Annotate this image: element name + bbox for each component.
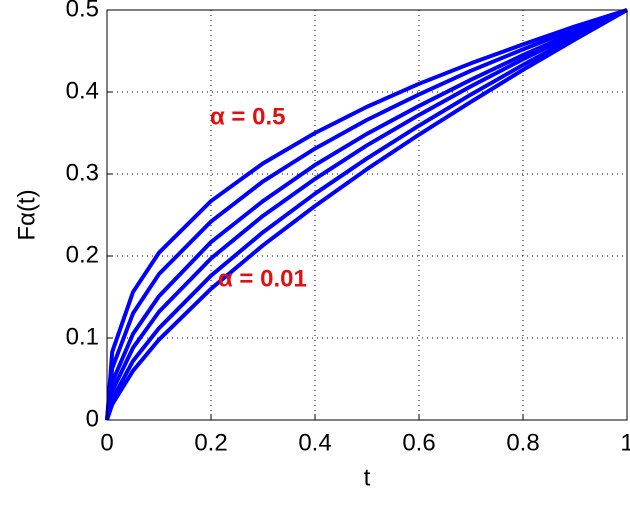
- x-tick-label: 0.6: [402, 429, 435, 456]
- y-tick-label: 0.2: [66, 241, 99, 268]
- plot-area: [107, 10, 627, 420]
- x-axis-label: t: [364, 464, 371, 491]
- line-series: [105, 8, 628, 421]
- y-tick-label: 0.1: [66, 323, 99, 350]
- x-tick-label: 0.8: [506, 429, 539, 456]
- annotation: α = 0.5: [210, 103, 285, 130]
- y-axis-label: Fα(t): [13, 189, 40, 240]
- line-series: [105, 8, 628, 421]
- x-tick-label: 1: [620, 429, 630, 456]
- line-series: [105, 8, 628, 421]
- x-tick-label: 0.2: [194, 429, 227, 456]
- line-series: [105, 8, 628, 421]
- y-tick-label: 0.5: [66, 0, 99, 22]
- x-tick-label: 0: [100, 429, 113, 456]
- y-tick-label: 0.4: [66, 77, 99, 104]
- y-tick-label: 0: [86, 405, 99, 432]
- annotation: α = 0.01: [218, 265, 307, 292]
- line-series: [105, 8, 628, 421]
- x-tick-label: 0.4: [298, 429, 331, 456]
- line-series: [105, 8, 628, 421]
- plot-frame: [106, 9, 628, 421]
- y-tick-label: 0.3: [66, 159, 99, 186]
